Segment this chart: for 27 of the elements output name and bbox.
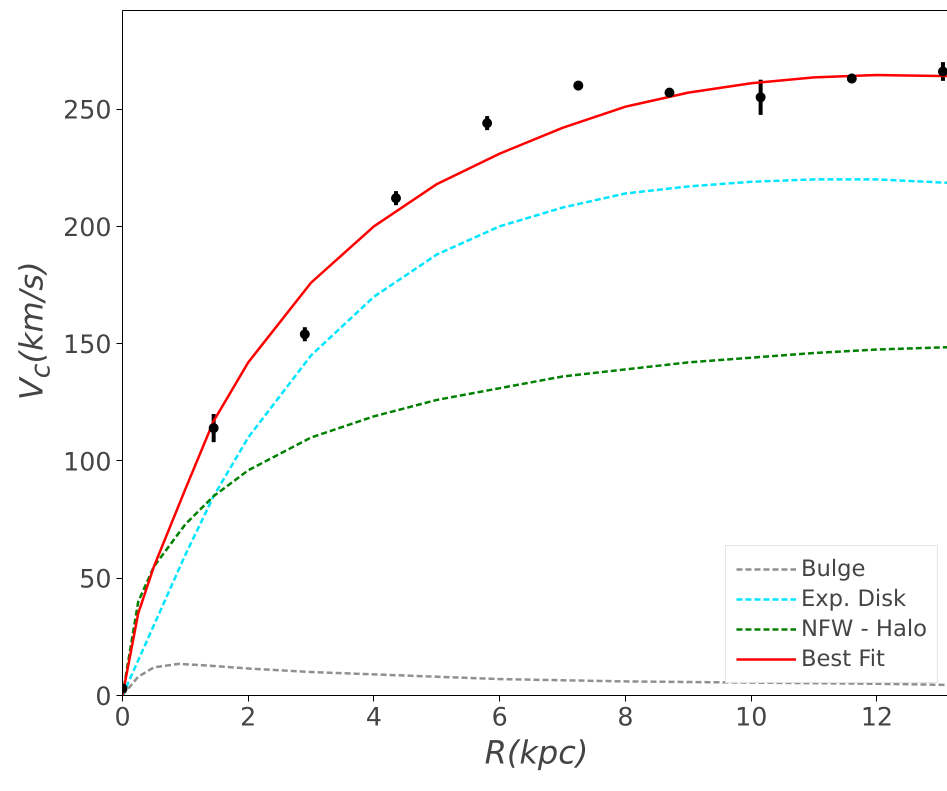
y-tick-label: 250 [63,94,112,125]
x-tick-label: 0 [114,702,131,732]
point [300,329,310,340]
legend-label: NFW - Halo [800,616,927,642]
legend-label: Best Fit [800,646,885,672]
point [938,66,947,76]
x-tick-label: 10 [735,702,768,732]
x-tick-label: 2 [240,702,256,732]
x-tick-label: 4 [366,702,382,732]
point [482,118,492,128]
x-tick-label: 6 [492,702,508,732]
y-tick-label: 50 [79,564,112,594]
x-tick-label: 12 [860,702,894,732]
point [756,92,766,102]
point [208,423,219,434]
point [846,74,857,84]
y-tick-label: 0 [95,681,112,711]
point [664,88,674,98]
y-tick-label: 150 [63,329,112,360]
x-axis-title: R(kpc) [484,734,588,772]
y-tick-label: 200 [63,212,112,242]
y-tick-label: 100 [63,446,112,476]
point [390,193,401,204]
legend-label: Exp. Disk [800,586,906,612]
point [573,80,584,91]
legend-label: Bulge [800,556,866,582]
x-tick-label: 8 [617,702,634,732]
